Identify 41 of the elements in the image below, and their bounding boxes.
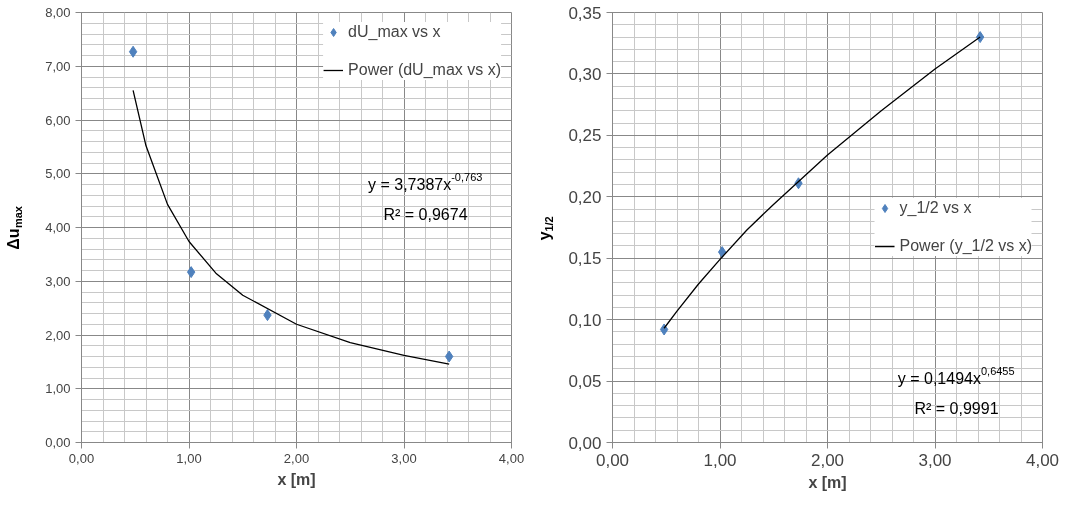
point <box>444 350 454 363</box>
x-tick-label: 2,00 <box>283 450 310 466</box>
x-tick-label: 3,00 <box>391 450 417 466</box>
x-axis-title: x [m] <box>277 470 316 488</box>
y-tick-label: 0,15 <box>568 249 602 269</box>
y-tick-label: 0,25 <box>568 126 602 146</box>
y-tick-label: 0,35 <box>568 3 602 23</box>
x-tick-label: 4,00 <box>498 450 525 466</box>
y-tick-label: 0,00 <box>568 433 602 453</box>
y-tick-label: 0,30 <box>568 64 602 84</box>
x-tick-label: 4,00 <box>1025 450 1060 470</box>
y-tick-label: 7,00 <box>45 58 71 74</box>
x-tick-label: 1,00 <box>703 450 737 470</box>
point <box>717 246 727 259</box>
y-tick-label: 5,00 <box>45 166 71 182</box>
x-tick-label: 0,00 <box>68 450 95 466</box>
point <box>186 266 196 279</box>
y-tick-label: 1,00 <box>45 381 71 397</box>
y-tick-label: 0,00 <box>45 435 71 450</box>
x-tick-label: 2,00 <box>810 450 845 470</box>
x-tick-label: 1,00 <box>176 450 202 466</box>
legend-label: y_1/2 vs x <box>899 199 972 217</box>
y-tick-label: 0,20 <box>568 187 602 207</box>
x-axis-title: x [m] <box>808 473 847 491</box>
y-tick-label: 6,00 <box>45 112 71 128</box>
x-tick-label: 3,00 <box>918 450 952 470</box>
y-tick-label: 3,00 <box>45 273 71 289</box>
legend-label: Power (y_1/2 vs x) <box>899 237 1032 255</box>
annotation: R² = 0,9674 <box>383 206 468 224</box>
y-tick-label: 2,00 <box>45 327 71 343</box>
y-tick-label: 0,05 <box>568 372 602 392</box>
y-tick-label: 0,10 <box>568 310 602 330</box>
legend-label: Power (dU_max vs x) <box>348 61 501 79</box>
y-tick-label: 8,00 <box>45 5 71 20</box>
point <box>128 45 138 58</box>
point <box>659 323 669 336</box>
y-axis-title: Δumax <box>5 205 24 250</box>
legend-label: dU_max vs x <box>348 23 441 41</box>
y-tick-label: 4,00 <box>45 220 71 235</box>
annotation: R² = 0,9991 <box>914 399 999 417</box>
x-tick-label: 0,00 <box>595 450 630 470</box>
